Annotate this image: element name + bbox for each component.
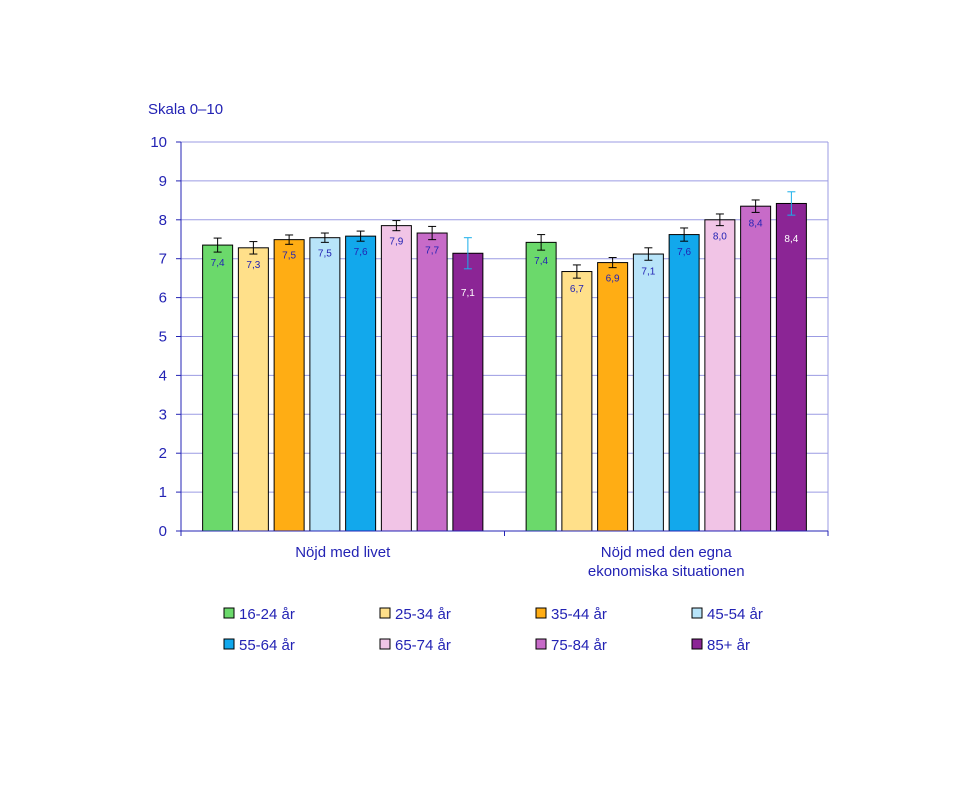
bar (704, 219, 736, 532)
legend-swatch (691, 638, 703, 650)
y-tick-label: 10 (150, 134, 167, 151)
bar (597, 262, 629, 532)
data-label: 7,5 (282, 250, 296, 261)
legend-label: 35-44 år (551, 606, 607, 623)
y-tick-label: 7 (159, 251, 167, 268)
y-tick-label: 1 (159, 484, 167, 501)
data-label: 8,0 (713, 232, 727, 243)
bar (273, 239, 305, 532)
legend-swatch (379, 607, 391, 619)
legend-swatch (223, 607, 235, 619)
data-label: 7,6 (677, 247, 691, 258)
legend-swatch (691, 607, 703, 619)
bar (309, 237, 341, 532)
bar (345, 235, 377, 532)
bar (452, 252, 484, 532)
category-label: ekonomiska situationen (588, 563, 745, 580)
data-label: 6,7 (570, 284, 584, 295)
legend-label: 75-84 år (551, 637, 607, 654)
legend-label: 55-64 år (239, 637, 295, 654)
y-tick-label: 0 (159, 523, 167, 540)
legend-label: 85+ år (707, 637, 750, 654)
legend-label: 25-34 år (395, 606, 451, 623)
y-tick-label: 4 (159, 367, 167, 384)
data-label: 8,4 (749, 218, 763, 229)
legend-swatch (535, 607, 547, 619)
y-tick-label: 9 (159, 173, 167, 190)
data-label: 7,4 (211, 258, 225, 269)
bar (632, 253, 664, 532)
data-label: 7,3 (246, 260, 260, 271)
category-label: Nöjd med den egna (601, 544, 733, 561)
data-label: 8,4 (784, 234, 798, 245)
bar (237, 247, 269, 532)
bar (740, 205, 772, 532)
legend-label: 16-24 år (239, 606, 295, 623)
y-tick-label: 3 (159, 406, 167, 423)
data-label: 6,9 (606, 274, 620, 285)
bar (202, 244, 234, 532)
data-label: 7,1 (641, 266, 655, 277)
data-label: 7,9 (389, 237, 403, 248)
bar (668, 234, 700, 532)
data-label: 7,4 (534, 256, 548, 267)
y-tick-label: 2 (159, 445, 167, 462)
y-tick-label: 5 (159, 329, 167, 346)
data-label: 7,5 (318, 248, 332, 259)
y-unit-label: Skala 0–10 (148, 101, 223, 118)
y-tick-label: 8 (159, 212, 167, 229)
legend-swatch (223, 638, 235, 650)
legend-swatch (535, 638, 547, 650)
bar (525, 241, 557, 532)
data-label: 7,1 (461, 288, 475, 299)
bar (416, 232, 448, 532)
legend-label: 65-74 år (395, 637, 451, 654)
legend-label: 45-54 år (707, 606, 763, 623)
bar (775, 202, 807, 532)
data-label: 7,6 (354, 247, 368, 258)
y-tick-label: 6 (159, 290, 167, 307)
category-label: Nöjd med livet (295, 544, 391, 561)
data-label: 7,7 (425, 246, 439, 257)
legend-swatch (379, 638, 391, 650)
bar (561, 271, 593, 532)
bar (380, 225, 412, 532)
